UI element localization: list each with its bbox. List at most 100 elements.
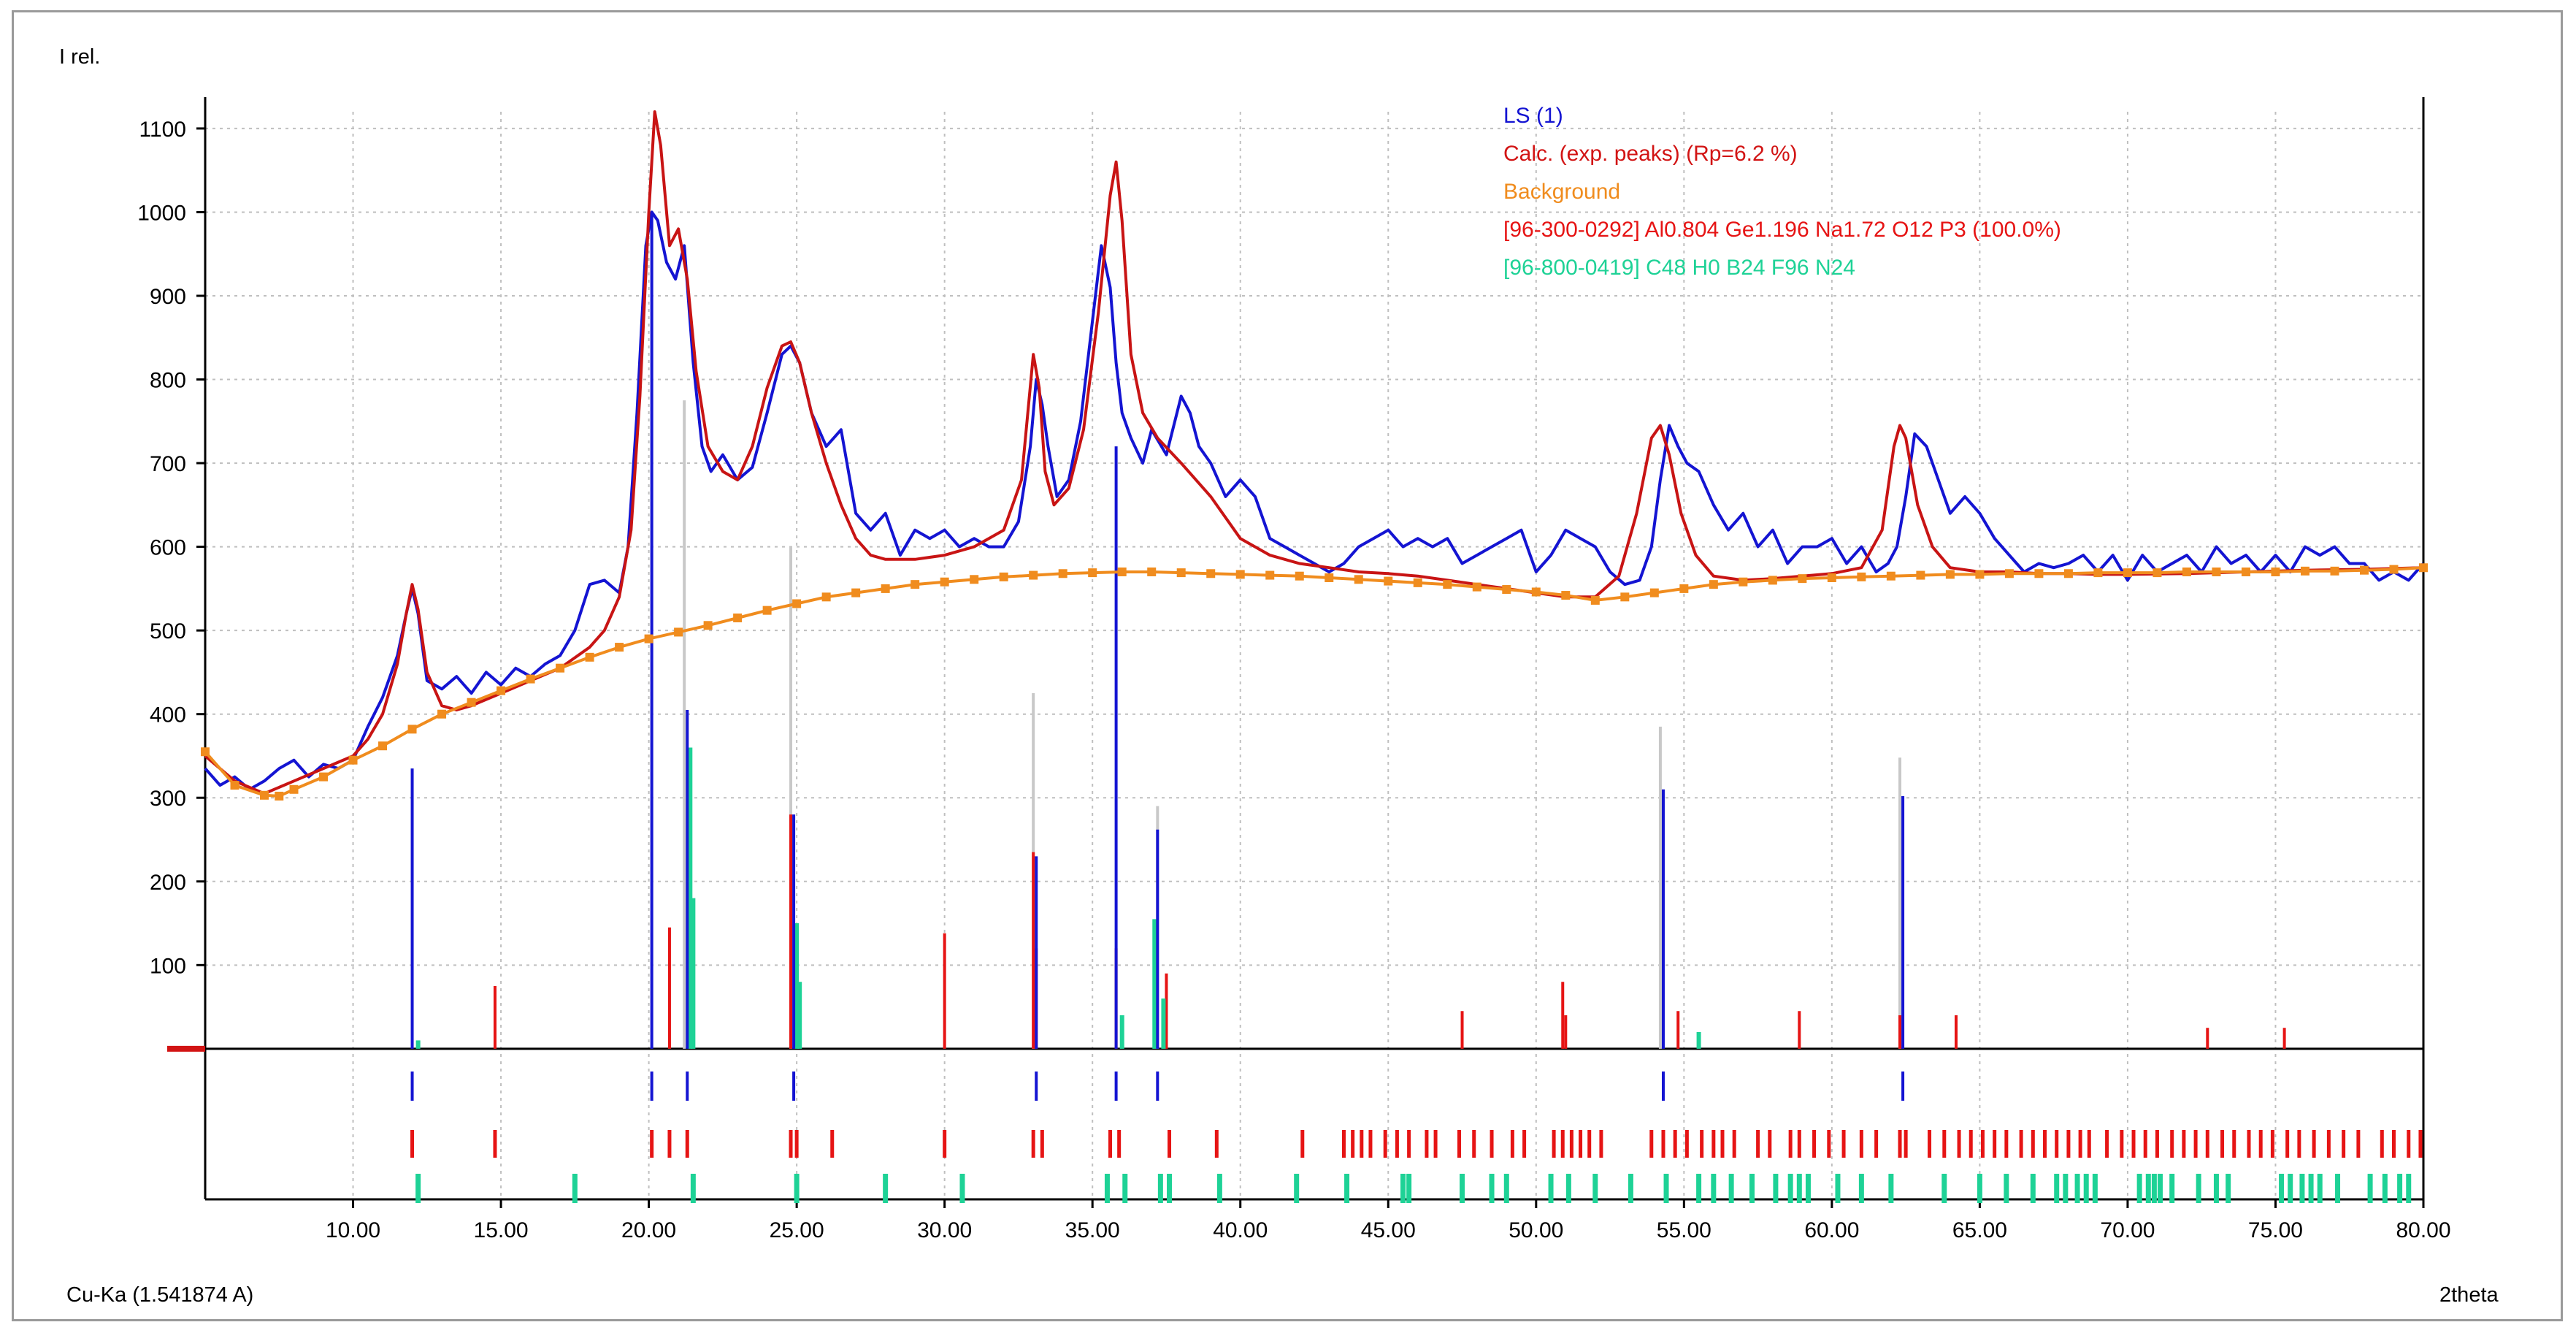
background-point-41 — [1384, 576, 1393, 586]
background-point-0 — [201, 747, 210, 757]
background-point-1 — [230, 781, 239, 790]
x-tick-label-4: 30.00 — [917, 1218, 972, 1242]
x-tick-label-14: 80.00 — [2396, 1218, 2450, 1242]
background-point-10 — [467, 698, 476, 707]
legend-entry-background: Background — [1503, 180, 1620, 204]
legend-entry-phase1: [96-300-0292] Al0.804 Ge1.196 Na1.72 O12… — [1503, 218, 2061, 242]
y-tick-label-3: 400 — [150, 703, 186, 727]
background-point-8 — [407, 725, 417, 734]
x-tick-label-0: 10.00 — [326, 1218, 380, 1242]
x-tick-label-6: 40.00 — [1213, 1218, 1268, 1242]
y-tick-label-0: 100 — [150, 954, 186, 978]
background-point-20 — [762, 606, 772, 615]
series-line-1 — [204, 110, 2424, 795]
background-point-67 — [2153, 568, 2162, 578]
background-point-45 — [1502, 585, 1511, 595]
background-point-70 — [2241, 567, 2250, 576]
grid — [205, 112, 2424, 1199]
x-tick-label-11: 65.00 — [1952, 1218, 2007, 1242]
background-point-49 — [1620, 592, 1630, 602]
background-point-75 — [2389, 565, 2399, 574]
y-tick-label-7: 800 — [150, 369, 186, 393]
background-point-38 — [1295, 571, 1304, 581]
x-tick-label-1: 15.00 — [474, 1218, 529, 1242]
background-point-11 — [497, 686, 506, 695]
background-point-25 — [911, 580, 920, 589]
background-point-24 — [881, 584, 890, 593]
background-point-46 — [1531, 587, 1541, 597]
background-point-64 — [2063, 569, 2073, 578]
y-tick-label-2: 300 — [150, 787, 186, 811]
background-point-56 — [1827, 573, 1836, 582]
x-tick-label-12: 70.00 — [2100, 1218, 2155, 1242]
background-point-13 — [556, 663, 565, 673]
background-point-18 — [703, 621, 713, 630]
background-point-73 — [2330, 566, 2339, 576]
background-point-7 — [378, 741, 388, 751]
xrd-chart: I rel. 2theta Cu-Ka (1.541874 A) 100 200 3… — [59, 45, 2499, 1307]
x-tick-label-7: 45.00 — [1361, 1218, 1416, 1242]
background-point-15 — [615, 643, 624, 652]
background-point-52 — [1709, 580, 1718, 589]
series-line-2 — [204, 566, 2424, 798]
background-point-60 — [1945, 570, 1955, 579]
x-tick-label-3: 25.00 — [770, 1218, 824, 1242]
y-tick-label-5: 600 — [150, 536, 186, 560]
background-point-76 — [2419, 563, 2428, 573]
background-point-9 — [437, 709, 447, 719]
background-point-71 — [2271, 567, 2280, 576]
background-point-4 — [289, 784, 299, 794]
background-point-43 — [1443, 580, 1452, 589]
x-tick-label-13: 75.00 — [2248, 1218, 2303, 1242]
background-point-42 — [1413, 578, 1422, 587]
background-point-66 — [2123, 568, 2132, 578]
background-point-16 — [644, 634, 653, 643]
background-point-62 — [2004, 569, 2014, 578]
background-point-27 — [970, 575, 979, 584]
background-point-2 — [260, 790, 269, 800]
background-point-44 — [1472, 582, 1481, 592]
x-tick-label-2: 20.00 — [621, 1218, 676, 1242]
x-axis-label: 2theta — [2439, 1283, 2499, 1307]
axes: I rel. 2theta Cu-Ka (1.541874 A) — [59, 45, 2499, 1307]
background-point-28 — [999, 572, 1008, 581]
background-point-21 — [792, 599, 802, 608]
background-point-36 — [1235, 570, 1245, 579]
y-tick-label-8: 900 — [150, 285, 186, 309]
y-tick-label-9: 1000 — [137, 201, 186, 225]
background-point-68 — [2182, 567, 2191, 576]
y-tick-label-6: 700 — [150, 452, 186, 476]
background-point-50 — [1649, 588, 1659, 597]
background-point-31 — [1088, 568, 1097, 578]
background-point-69 — [2212, 567, 2221, 576]
background-point-32 — [1117, 567, 1127, 576]
background-point-22 — [821, 592, 831, 602]
background-point-40 — [1354, 575, 1363, 584]
background-point-39 — [1325, 573, 1334, 582]
background-point-61 — [1975, 570, 1985, 579]
legend-entry-phase2: [96-800-0419] C48 H0 B24 F96 N24 — [1503, 256, 1855, 280]
x-tick-label-10: 60.00 — [1804, 1218, 1859, 1242]
background-point-53 — [1739, 577, 1748, 587]
y-tick-label-4: 500 — [150, 619, 186, 643]
background-point-58 — [1886, 571, 1895, 581]
background-point-5 — [319, 772, 329, 782]
y-tick-label-10: 1100 — [139, 118, 186, 142]
y-tick-label-1: 200 — [150, 871, 186, 895]
reflection-markers — [410, 1072, 2423, 1203]
y-axis-label: I rel. — [59, 45, 100, 69]
background-point-51 — [1679, 584, 1689, 593]
background-point-33 — [1147, 567, 1157, 576]
background-point-57 — [1857, 572, 1866, 581]
background-point-35 — [1206, 569, 1216, 578]
background-point-59 — [1916, 570, 1925, 580]
background-point-12 — [526, 674, 535, 684]
series-line-0 — [204, 210, 2425, 791]
background-point-37 — [1265, 570, 1275, 580]
x-tick-label-8: 50.00 — [1509, 1218, 1563, 1242]
background-point-47 — [1561, 591, 1571, 600]
background-point-29 — [1029, 570, 1038, 580]
background-point-74 — [2359, 565, 2369, 575]
background-point-23 — [851, 588, 861, 597]
background-point-19 — [733, 613, 743, 622]
